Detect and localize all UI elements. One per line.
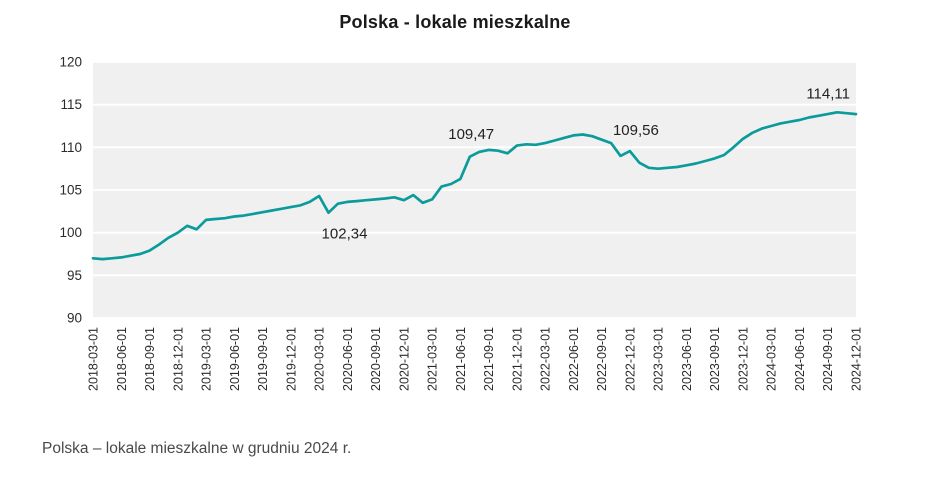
- x-tick-label: 2018-09-01: [143, 327, 157, 391]
- y-tick-label: 90: [67, 311, 82, 326]
- x-tick-label: 2020-09-01: [369, 327, 383, 391]
- x-tick-label: 2018-03-01: [87, 327, 101, 391]
- x-tick-label: 2019-09-01: [256, 327, 270, 391]
- data-label: 109,47: [448, 126, 494, 143]
- x-tick-label: 2024-06-01: [793, 327, 807, 391]
- x-tick-label: 2018-12-01: [171, 327, 185, 391]
- y-tick-label: 120: [59, 55, 82, 70]
- data-label: 109,56: [613, 122, 659, 139]
- x-tick-label: 2024-03-01: [765, 327, 779, 391]
- chart-caption: Polska – lokale mieszkalne w grudniu 202…: [42, 440, 352, 457]
- line-series: [91, 110, 858, 261]
- y-tick-label: 100: [59, 225, 82, 240]
- x-tick-label: 2022-03-01: [539, 327, 553, 391]
- y-tick-label: 95: [67, 268, 82, 283]
- x-tick-label: 2022-06-01: [567, 327, 581, 391]
- x-tick-label: 2022-09-01: [595, 327, 609, 391]
- x-tick-label: 2023-09-01: [708, 327, 722, 391]
- x-tick-label: 2021-03-01: [426, 327, 440, 391]
- x-tick-label: 2019-03-01: [200, 327, 214, 391]
- x-tick-label: 2022-12-01: [623, 327, 637, 391]
- y-tick-label: 105: [59, 183, 82, 198]
- x-tick-label: 2020-03-01: [313, 327, 327, 391]
- x-tick-label: 2019-06-01: [228, 327, 242, 391]
- x-tick-label: 2023-12-01: [736, 327, 750, 391]
- data-label: 114,11: [806, 85, 850, 102]
- x-tick-label: 2023-03-01: [652, 327, 666, 391]
- x-tick-label: 2021-12-01: [510, 327, 524, 391]
- data-label: 102,34: [322, 226, 368, 243]
- y-tick-label: 115: [60, 97, 82, 112]
- y-tick-label: 110: [60, 140, 82, 155]
- x-tick-label: 2023-06-01: [680, 327, 694, 391]
- x-tick-label: 2019-12-01: [284, 327, 298, 391]
- x-tick-label: 2021-09-01: [482, 327, 496, 391]
- x-tick-label: 2018-06-01: [115, 327, 129, 391]
- x-tick-label: 2021-06-01: [454, 327, 468, 391]
- x-tick-label: 2024-09-01: [821, 327, 835, 391]
- line-chart: 90 95 100 105 110 115 120 2018-03-01 2018-06-01 2…: [59, 55, 864, 391]
- x-tick-label: 2024-12-01: [850, 327, 864, 391]
- chart-title: Polska - lokale mieszkalne: [339, 12, 571, 32]
- x-tick-label: 2020-12-01: [397, 327, 411, 391]
- x-tick-label: 2020-06-01: [341, 327, 355, 391]
